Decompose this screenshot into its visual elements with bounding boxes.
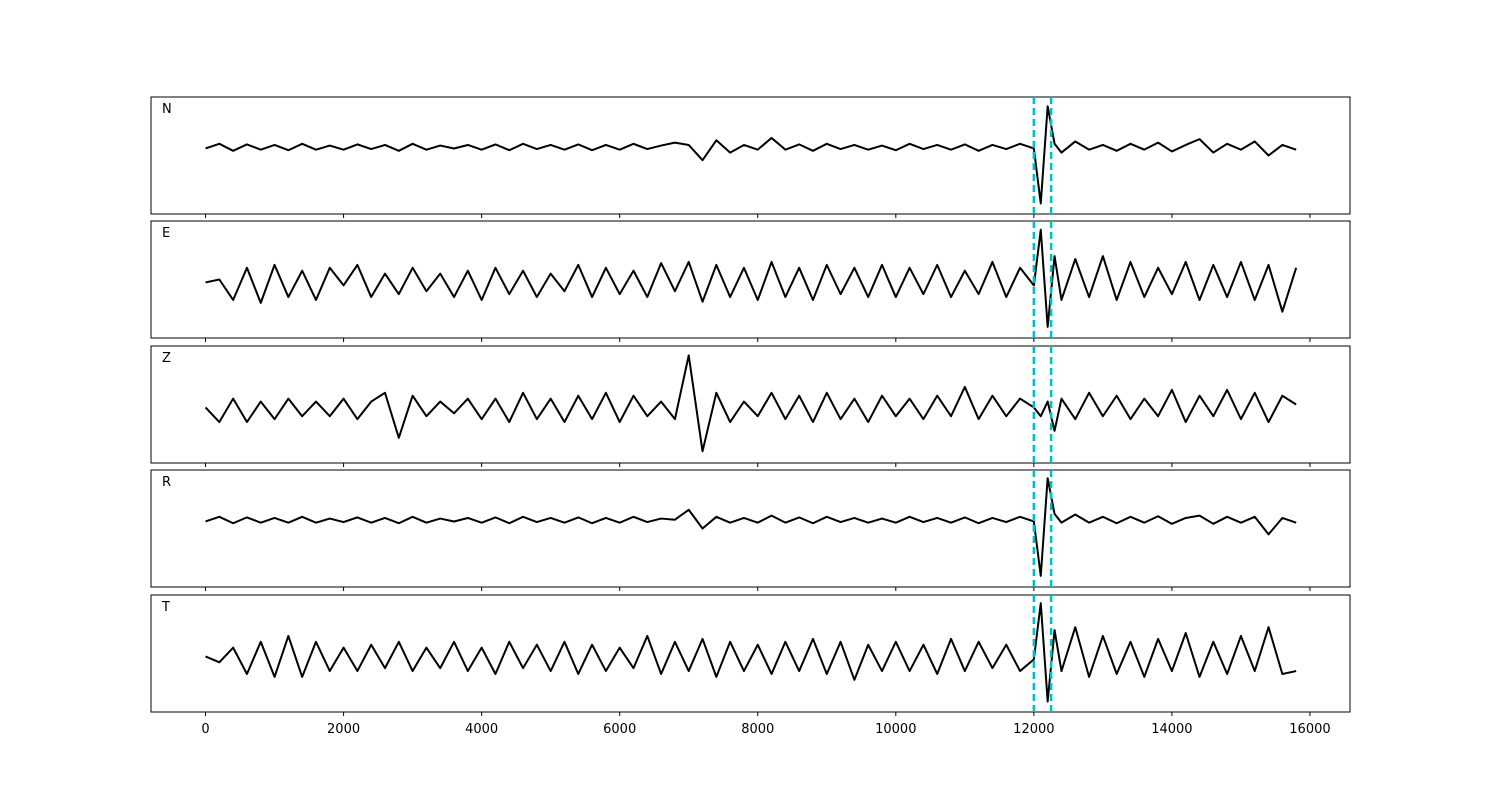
waveform: [204, 354, 1297, 453]
waveform: [205, 602, 1297, 703]
panel-label: R: [162, 475, 171, 490]
panel-frame: [150, 345, 1351, 464]
waveform: [205, 477, 1297, 577]
x-tick-label: 16000: [1289, 722, 1330, 737]
x-tick-label: 4000: [465, 722, 498, 737]
panel-frame: [150, 469, 1351, 588]
panel-label: Z: [162, 351, 171, 366]
panel-frame: [150, 594, 1351, 713]
panel-label: T: [161, 600, 170, 615]
panel-label: N: [162, 102, 172, 117]
x-tick-label: 10000: [875, 722, 916, 737]
x-tick-label: 6000: [603, 722, 636, 737]
x-tick-label: 8000: [741, 722, 774, 737]
waveform: [205, 105, 1297, 205]
x-tick-label: 0: [201, 722, 209, 737]
x-tick-label: 2000: [327, 722, 360, 737]
x-tick-label: 12000: [1013, 722, 1054, 737]
waveform: [205, 228, 1298, 328]
x-tick-label: 14000: [1151, 722, 1192, 737]
panel-frame: [150, 96, 1351, 215]
panel-frame: [150, 220, 1351, 339]
panel-label: E: [162, 226, 170, 241]
